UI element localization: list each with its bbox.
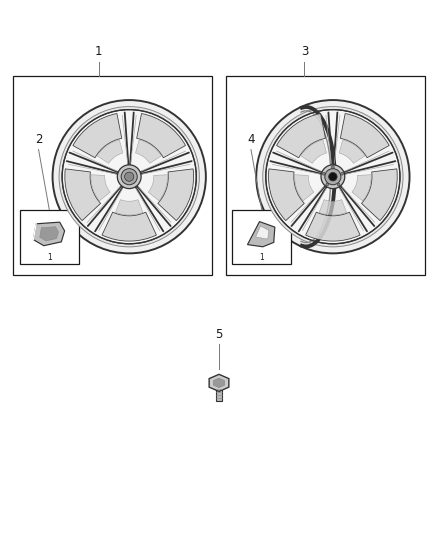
Polygon shape (40, 227, 59, 241)
Wedge shape (116, 200, 143, 215)
Wedge shape (97, 140, 123, 163)
Text: 1: 1 (95, 45, 102, 59)
Wedge shape (65, 169, 101, 221)
Wedge shape (102, 212, 156, 241)
Wedge shape (352, 175, 371, 201)
Wedge shape (306, 212, 360, 241)
Wedge shape (276, 114, 325, 158)
Circle shape (59, 107, 199, 247)
Circle shape (121, 168, 137, 185)
Bar (20, 209, 79, 264)
Circle shape (322, 172, 325, 175)
Wedge shape (137, 114, 186, 158)
Wedge shape (361, 169, 397, 221)
Circle shape (328, 173, 337, 181)
Polygon shape (247, 222, 275, 247)
Bar (232, 209, 291, 264)
Circle shape (321, 165, 345, 189)
Polygon shape (209, 374, 229, 391)
Circle shape (332, 166, 334, 168)
Wedge shape (158, 169, 194, 221)
Wedge shape (91, 175, 110, 201)
Bar (226, 76, 425, 275)
Circle shape (325, 168, 341, 185)
Wedge shape (73, 114, 122, 158)
Circle shape (266, 110, 400, 244)
Ellipse shape (214, 386, 224, 390)
Wedge shape (135, 140, 161, 163)
Circle shape (53, 100, 206, 253)
Text: 3: 3 (301, 45, 308, 59)
Polygon shape (33, 222, 64, 246)
Wedge shape (295, 175, 314, 201)
Polygon shape (214, 378, 224, 387)
Circle shape (117, 165, 141, 189)
Text: 4: 4 (247, 133, 255, 146)
Wedge shape (340, 114, 389, 158)
Circle shape (124, 172, 134, 181)
Circle shape (341, 172, 343, 175)
Polygon shape (256, 226, 269, 239)
Circle shape (326, 183, 328, 186)
Text: 1: 1 (47, 253, 52, 262)
Circle shape (256, 100, 410, 253)
Wedge shape (148, 175, 167, 201)
Bar (216, 388, 222, 400)
Bar (13, 76, 212, 275)
Circle shape (263, 107, 403, 247)
Wedge shape (301, 140, 327, 163)
Circle shape (62, 110, 196, 244)
Circle shape (337, 183, 340, 186)
Text: 2: 2 (35, 133, 42, 146)
Wedge shape (319, 200, 346, 215)
Wedge shape (268, 169, 304, 221)
Text: 5: 5 (215, 328, 223, 341)
Wedge shape (339, 140, 365, 163)
Text: 1: 1 (259, 253, 264, 262)
